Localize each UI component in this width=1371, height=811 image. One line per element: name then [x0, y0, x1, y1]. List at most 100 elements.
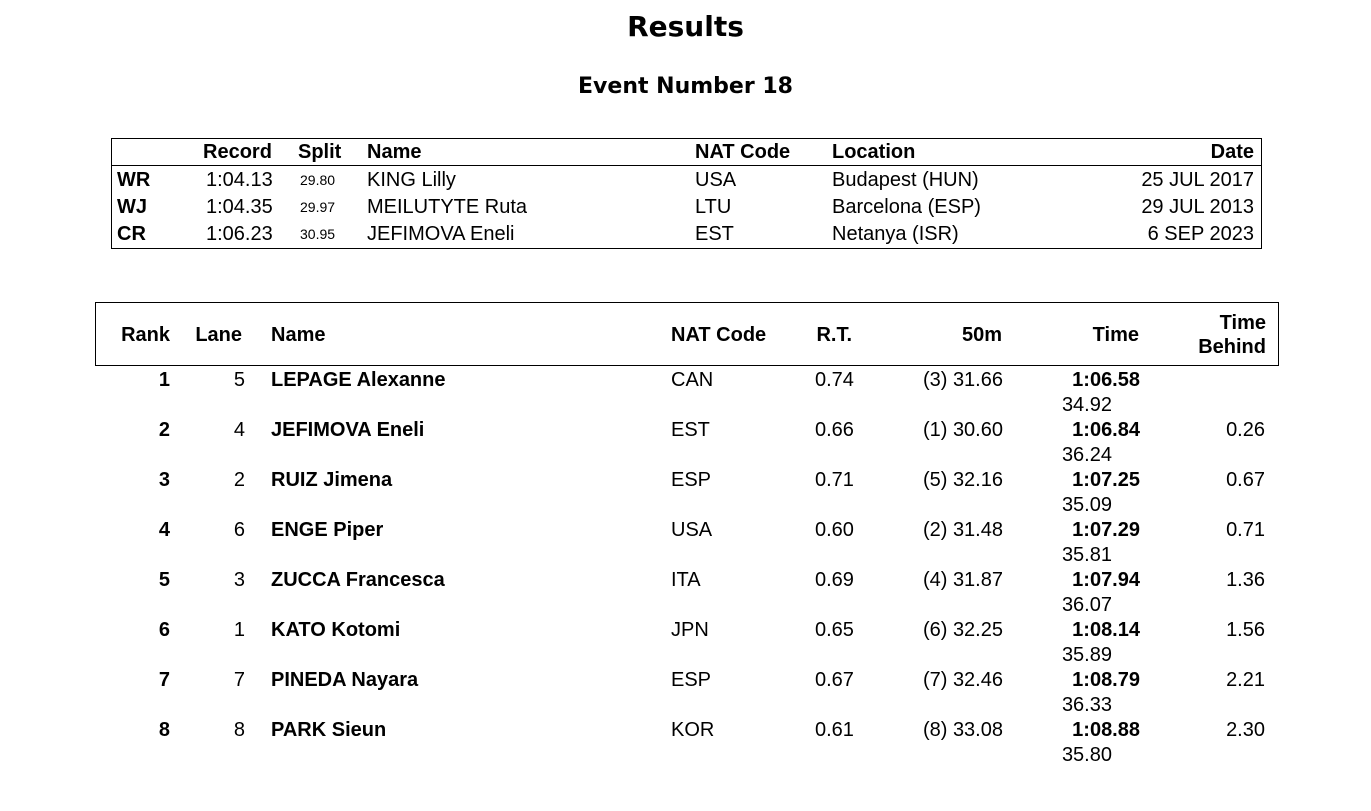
table-row: 1 5 LEPAGE Alexanne CAN 0.74 (3) 31.66 1…	[0, 368, 1371, 418]
col-rank: Rank	[121, 324, 170, 346]
col-name: Name	[271, 324, 326, 346]
row-time: 1:07.25	[1072, 469, 1140, 491]
row-rt: 0.69	[815, 569, 854, 591]
records-col-record: Record	[203, 141, 272, 163]
table-row: 6 1 KATO Kotomi JPN 0.65 (6) 32.25 1:08.…	[0, 618, 1371, 668]
row-nat: JPN	[671, 619, 709, 641]
records-col-name: Name	[367, 141, 422, 163]
row-time-behind: 1.36	[1226, 569, 1265, 591]
record-date: 29 JUL 2013	[1141, 196, 1254, 218]
event-title: Event Number 18	[578, 74, 793, 99]
col-50m: 50m	[961, 324, 1002, 346]
record-nat: EST	[695, 223, 734, 245]
row-rank: 5	[158, 569, 170, 591]
row-split-50m: (5) 32.16	[922, 469, 1003, 491]
row-rt: 0.61	[815, 719, 854, 741]
row-lane: 2	[233, 469, 245, 491]
row-nat: ESP	[671, 669, 712, 691]
row-rank: 8	[158, 719, 170, 741]
record-row-wj: WJ 1:04.35 29.97 MEILUTYTE Ruta LTU Barc…	[112, 194, 1261, 221]
table-row: 8 8 PARK Sieun KOR 0.61 (8) 33.08 1:08.8…	[0, 718, 1371, 768]
record-location: Budapest (HUN)	[832, 169, 979, 191]
row-lane: 4	[233, 419, 245, 441]
row-split-2: 35.89	[1061, 644, 1112, 666]
row-rt: 0.66	[815, 419, 854, 441]
table-row: 2 4 JEFIMOVA Eneli EST 0.66 (1) 30.60 1:…	[0, 418, 1371, 468]
row-name: ENGE Piper	[271, 519, 384, 541]
row-nat: ITA	[671, 569, 701, 591]
records-table: Record Split Name NAT Code Location Date…	[111, 138, 1262, 249]
row-nat: CAN	[671, 369, 714, 391]
record-type: CR	[117, 223, 146, 245]
col-nat: NAT Code	[671, 324, 767, 346]
row-time: 1:08.79	[1072, 669, 1140, 691]
records-col-nat: NAT Code	[695, 141, 791, 163]
row-split-2: 36.24	[1061, 444, 1112, 466]
record-type: WJ	[117, 196, 147, 218]
record-location: Barcelona (ESP)	[832, 196, 981, 218]
records-col-split: Split	[298, 141, 342, 163]
row-split-50m: (7) 32.46	[922, 669, 1003, 691]
record-nat: USA	[695, 169, 737, 191]
record-name: JEFIMOVA Eneli	[367, 223, 515, 245]
row-name: KATO Kotomi	[271, 619, 401, 641]
row-time: 1:08.14	[1072, 619, 1140, 641]
table-row: 4 6 ENGE Piper USA 0.60 (2) 31.48 1:07.2…	[0, 518, 1371, 568]
record-nat: LTU	[695, 196, 732, 218]
row-name: JEFIMOVA Eneli	[271, 419, 425, 441]
row-time: 1:06.58	[1072, 369, 1140, 391]
row-time: 1:07.94	[1072, 569, 1140, 591]
col-time-behind-line2: Behind	[1198, 336, 1266, 358]
row-nat: EST	[671, 419, 710, 441]
row-lane: 3	[233, 569, 245, 591]
col-rt: R.T.	[816, 324, 852, 346]
results-header: Rank Lane Name NAT Code R.T. 50m Time Ti…	[95, 302, 1279, 366]
page-title: Results	[627, 10, 744, 43]
col-lane: Lane	[195, 324, 242, 346]
records-col-date: Date	[1210, 141, 1254, 163]
row-name: LEPAGE Alexanne	[271, 369, 446, 391]
row-rank: 1	[158, 369, 170, 391]
record-split: 30.95	[300, 226, 336, 242]
row-name: PARK Sieun	[271, 719, 387, 741]
row-rt: 0.74	[815, 369, 854, 391]
row-name: ZUCCA Francesca	[271, 569, 445, 591]
row-split-50m: (8) 33.08	[922, 719, 1003, 741]
record-split: 29.80	[300, 172, 336, 188]
row-time: 1:06.84	[1072, 419, 1140, 441]
row-split-50m: (3) 31.66	[922, 369, 1003, 391]
table-row: 7 7 PINEDA Nayara ESP 0.67 (7) 32.46 1:0…	[0, 668, 1371, 718]
row-time-behind: 0.26	[1226, 419, 1265, 441]
row-name: PINEDA Nayara	[271, 669, 419, 691]
col-time-behind-line1: Time	[1219, 312, 1266, 334]
record-row-cr: CR 1:06.23 30.95 JEFIMOVA Eneli EST Neta…	[112, 221, 1261, 248]
record-name: MEILUTYTE Ruta	[367, 196, 528, 218]
row-split-2: 36.07	[1061, 594, 1112, 616]
row-time: 1:07.29	[1072, 519, 1140, 541]
records-col-location: Location	[832, 141, 916, 163]
row-lane: 5	[233, 369, 245, 391]
table-row: 5 3 ZUCCA Francesca ITA 0.69 (4) 31.87 1…	[0, 568, 1371, 618]
row-split-50m: (2) 31.48	[922, 519, 1003, 541]
row-rt: 0.71	[815, 469, 854, 491]
records-header: Record Split Name NAT Code Location Date	[112, 139, 1261, 166]
row-rank: 3	[158, 469, 170, 491]
record-name: KING Lilly	[367, 169, 456, 191]
row-split-2: 35.80	[1061, 744, 1112, 766]
row-nat: ESP	[671, 469, 712, 491]
record-date: 25 JUL 2017	[1141, 169, 1254, 191]
row-split-2: 34.92	[1061, 394, 1112, 416]
row-split-2: 36.33	[1061, 694, 1112, 716]
row-rt: 0.65	[815, 619, 854, 641]
row-time-behind: 1.56	[1226, 619, 1265, 641]
record-location: Netanya (ISR)	[832, 223, 959, 245]
table-row: 3 2 RUIZ Jimena ESP 0.71 (5) 32.16 1:07.…	[0, 468, 1371, 518]
row-lane: 7	[233, 669, 245, 691]
row-lane: 1	[233, 619, 245, 641]
row-time: 1:08.88	[1072, 719, 1140, 741]
row-rt: 0.60	[815, 519, 854, 541]
record-row-wr: WR 1:04.13 29.80 KING Lilly USA Budapest…	[112, 167, 1261, 194]
row-name: RUIZ Jimena	[271, 469, 393, 491]
record-split: 29.97	[300, 199, 336, 215]
record-time: 1:04.13	[206, 169, 273, 191]
